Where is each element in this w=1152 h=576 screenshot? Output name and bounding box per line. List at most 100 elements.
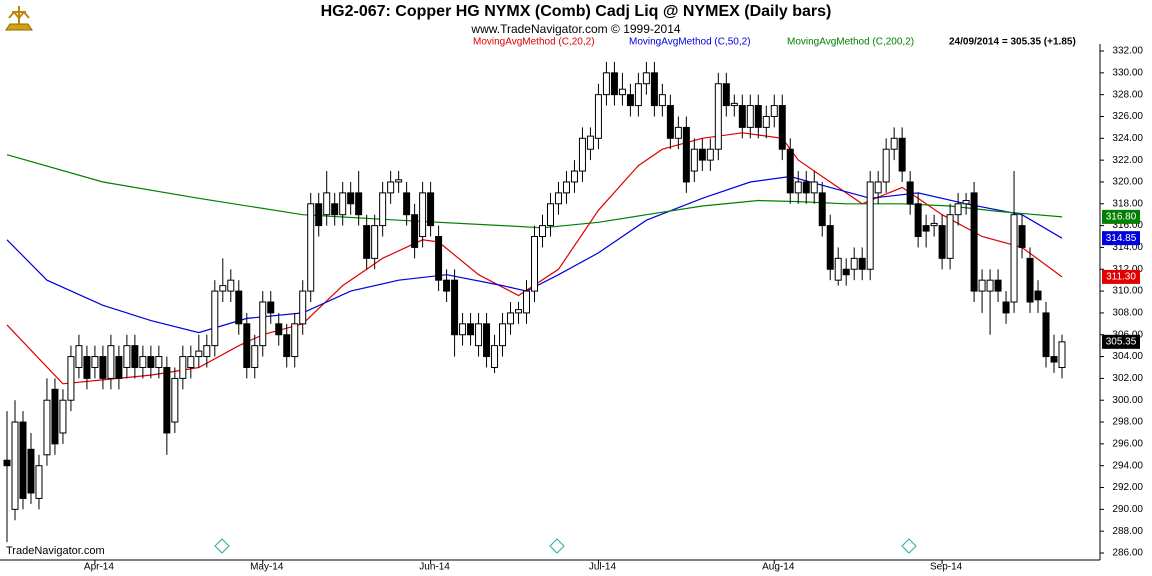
candle-body (91, 356, 99, 368)
candle-body (618, 88, 626, 96)
candle-body (59, 399, 67, 434)
candle-body (554, 192, 562, 205)
candle-body (962, 200, 970, 205)
candle-body (658, 94, 666, 107)
y-tick-label: 326.00 (1112, 111, 1143, 122)
marker-icons (214, 538, 917, 554)
candle-body (331, 203, 339, 216)
candle-body (922, 225, 930, 232)
candle-body (650, 72, 658, 107)
candle-body (427, 192, 435, 227)
candle-body (602, 72, 610, 96)
candle-body (898, 137, 906, 172)
candle-body (954, 203, 962, 216)
candle-body (83, 356, 91, 379)
value-box-label: 311.30 (1106, 272, 1136, 283)
candle-body (610, 72, 618, 96)
candle-body (970, 192, 978, 292)
x-tick-label: Apr-14 (84, 562, 114, 573)
y-tick-label: 318.00 (1112, 198, 1143, 209)
value-box (1102, 231, 1140, 246)
candle-body (770, 105, 778, 117)
y-tick-label: 314.00 (1112, 242, 1143, 253)
candle-body (459, 323, 467, 336)
candle-body (451, 279, 459, 336)
candle-body (483, 323, 491, 358)
candle-body (858, 257, 866, 270)
candle-body (499, 323, 507, 347)
candle-body (363, 225, 371, 259)
y-tick-label: 296.00 (1112, 439, 1143, 450)
legend-entry: MovingAvgMethod (C,200,2) (787, 37, 914, 48)
candle-body (546, 203, 554, 227)
candle-body (379, 192, 387, 227)
candle-body (1026, 257, 1034, 303)
candle-body (283, 334, 291, 358)
candle-body (371, 225, 379, 259)
candle-body (594, 94, 602, 139)
candle-body (475, 323, 483, 347)
value-box-label: 305.35 (1106, 336, 1137, 347)
value-box-label: 316.80 (1106, 212, 1137, 223)
candle-body (235, 290, 243, 325)
y-tick-label: 300.00 (1112, 395, 1143, 406)
candle-body (794, 181, 802, 194)
candle-body (1018, 225, 1026, 248)
candle-body (51, 388, 59, 445)
candle-body (738, 105, 746, 128)
y-tick-label: 312.00 (1112, 264, 1143, 275)
candle-body (507, 312, 515, 325)
candle-body (1002, 301, 1010, 314)
candle-body (690, 148, 698, 172)
candle-body (714, 83, 722, 150)
candle-body (874, 181, 882, 194)
candle-body (491, 345, 499, 368)
candle-body (682, 126, 690, 183)
candle-body (890, 137, 898, 150)
y-tick-label: 298.00 (1112, 417, 1143, 428)
candle-body (171, 377, 179, 423)
candle-body (35, 465, 43, 499)
y-tick-label: 288.00 (1112, 526, 1143, 537)
candle-body (778, 105, 786, 150)
candle-body (994, 279, 1002, 292)
legend-entry: MovingAvgMethod (C,50,2) (629, 37, 751, 48)
candle-body (1042, 312, 1050, 358)
x-tick-label: Aug-14 (762, 562, 795, 573)
candle-body (730, 102, 738, 107)
candle-body (219, 285, 227, 292)
candle-body (203, 345, 211, 358)
candle-body (850, 257, 858, 270)
candle-body (211, 290, 219, 347)
candle-body (722, 83, 730, 107)
candle-body (307, 203, 315, 292)
candle-body (339, 192, 347, 216)
candle-body (642, 72, 650, 85)
y-tick-label: 304.00 (1112, 351, 1143, 362)
y-tick-label: 294.00 (1112, 460, 1143, 471)
legend-entry: MovingAvgMethod (C,20,2) (473, 37, 595, 48)
candle-body (882, 148, 890, 183)
y-tick-label: 316.00 (1112, 220, 1143, 231)
candles (3, 61, 1066, 543)
candle-body (139, 356, 147, 368)
y-tick-label: 302.00 (1112, 373, 1143, 384)
candle-body (259, 301, 267, 347)
y-tick-label: 322.00 (1112, 155, 1143, 166)
candle-body (435, 236, 443, 281)
y-tick-label: 328.00 (1112, 89, 1143, 100)
y-tick-label: 292.00 (1112, 482, 1143, 493)
y-tick-label: 286.00 (1112, 548, 1143, 559)
x-tick-label: Jun-14 (419, 562, 450, 573)
candle-body (195, 350, 203, 358)
candle-body (946, 214, 954, 259)
candle-body (227, 279, 235, 292)
candle-body (443, 279, 451, 292)
candle-body (243, 323, 251, 368)
candle-body (666, 105, 674, 139)
x-tick-label: Sep-14 (930, 562, 963, 573)
candle-body (347, 192, 355, 205)
candle-body (818, 192, 826, 227)
y-tick-label: 290.00 (1112, 504, 1143, 515)
candle-body (99, 356, 107, 379)
